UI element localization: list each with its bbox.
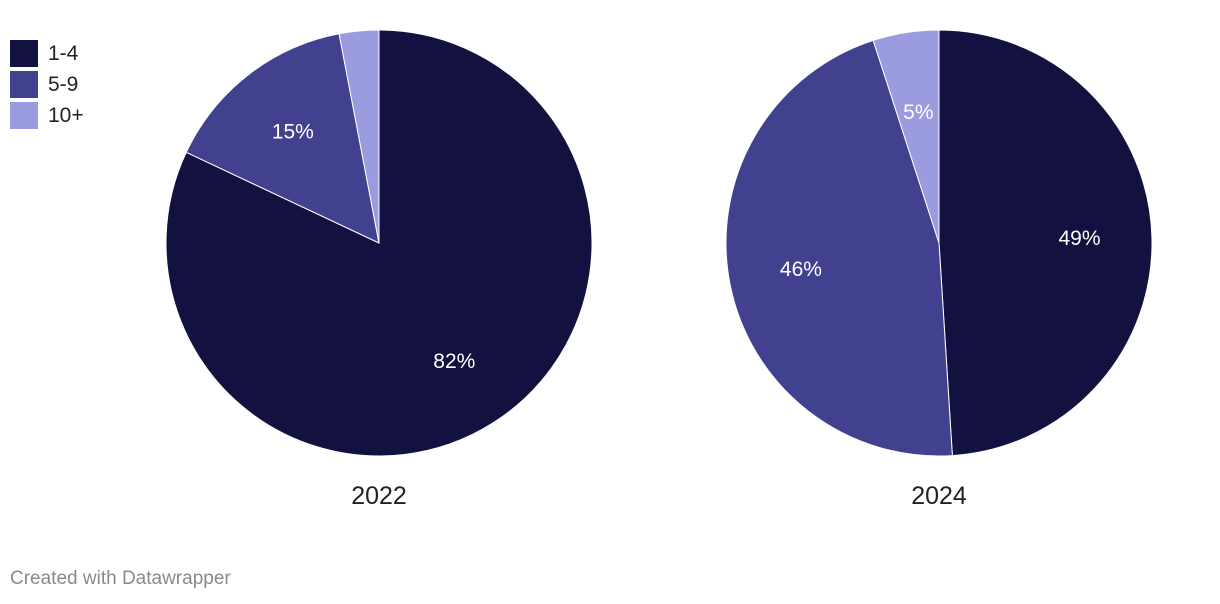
pie-title-2022: 2022 <box>351 482 407 510</box>
slice-label-2022-5-9: 15% <box>272 120 314 143</box>
pie-2022: 82% 15% 2022 <box>165 29 593 510</box>
legend-label-1-4: 1-4 <box>48 41 79 65</box>
pie-slice-2024-5-9 <box>725 39 953 457</box>
legend-item-1-4: 1-4 <box>10 40 84 67</box>
slice-label-2024-10+: 5% <box>903 101 933 124</box>
pie-2024: 49% 46% 5% 2024 <box>725 29 1153 510</box>
pie-slice-2024-10+ <box>872 29 940 244</box>
pie-slice-2022-1-4 <box>165 29 593 457</box>
pie-title-2024: 2024 <box>911 482 967 510</box>
legend-item-5-9: 5-9 <box>10 71 84 98</box>
legend-swatch-1-4 <box>10 40 38 67</box>
slice-label-2024-1-4: 49% <box>1058 227 1100 250</box>
pie-slice-2022-5-9 <box>185 33 380 244</box>
slice-label-2024-5-9: 46% <box>780 258 822 281</box>
legend-swatch-5-9 <box>10 71 38 98</box>
pie-slice-2022-10+ <box>338 29 380 244</box>
pie-charts: 82% 15% 2022 49% 46% 5% 2024 <box>165 29 1153 510</box>
pie-slice-2024-1-4 <box>938 29 1153 457</box>
legend-label-10-plus: 10+ <box>48 103 84 127</box>
legend-label-5-9: 5-9 <box>48 72 79 96</box>
legend-swatch-10-plus <box>10 102 38 129</box>
slice-label-2022-1-4: 82% <box>433 350 475 373</box>
legend-item-10-plus: 10+ <box>10 102 84 129</box>
footer-credit: Created with Datawrapper <box>10 568 231 589</box>
legend: 1-4 5-9 10+ <box>10 40 84 133</box>
